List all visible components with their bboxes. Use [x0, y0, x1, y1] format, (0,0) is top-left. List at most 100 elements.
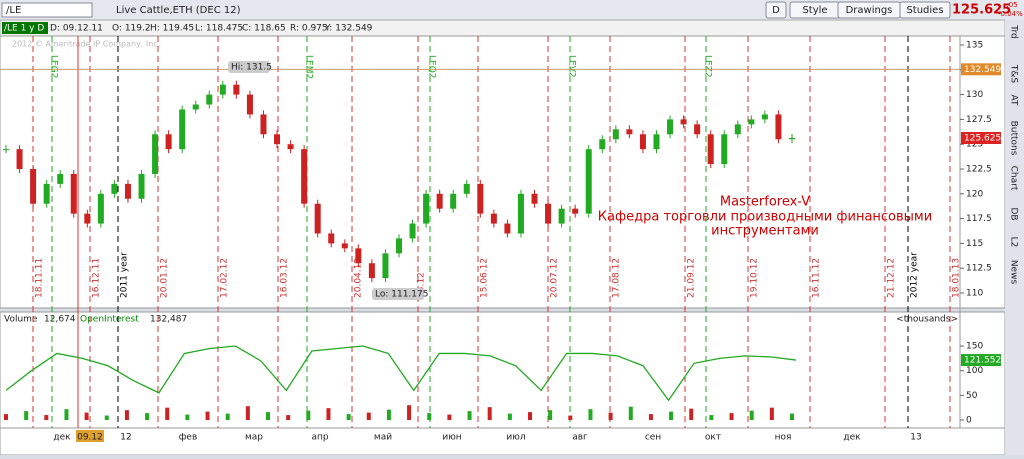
candle: [504, 223, 511, 234]
candle: [341, 243, 348, 249]
y-tick-label: 100: [966, 366, 983, 376]
y-tick-label: 130: [966, 90, 983, 100]
lower-panel: [0, 311, 1006, 429]
side-tab[interactable]: News: [1009, 260, 1019, 285]
toolbar-button-label[interactable]: Studies: [906, 5, 943, 16]
candle: [612, 129, 619, 140]
volume-bar: [628, 406, 633, 420]
candle: [287, 144, 294, 150]
contract-label: LEV2: [567, 55, 577, 78]
x-tick-label: дек: [53, 433, 71, 443]
volume-bar: [4, 414, 8, 420]
toolbar-button-label[interactable]: Style: [802, 5, 827, 16]
candle: [70, 173, 77, 214]
volume-bar: [266, 412, 270, 420]
x-tick-label: 13: [910, 433, 921, 443]
volume-bar: [588, 409, 593, 420]
candle: [450, 193, 457, 209]
candle: [775, 114, 782, 140]
candle: [707, 134, 714, 165]
date-label: 21.12.12: [887, 258, 897, 298]
lo-box: [372, 288, 424, 300]
side-tab[interactable]: L2: [1009, 237, 1019, 248]
volume-bar: [447, 414, 452, 420]
side-tab[interactable]: Trd: [1009, 24, 1019, 38]
candle: [382, 253, 389, 279]
candle: [531, 193, 538, 204]
y-tick-label: 112.5: [966, 264, 992, 274]
side-tab[interactable]: Chart: [1009, 166, 1019, 191]
change-pct: -0.04%: [998, 10, 1023, 18]
volume-bar: [205, 411, 210, 420]
toolbar-button-label[interactable]: Drawings: [846, 5, 893, 16]
volume-bar: [709, 415, 714, 420]
candle: [314, 203, 321, 234]
candle: [734, 124, 741, 135]
volume-bar: [467, 411, 472, 420]
candle: [192, 104, 199, 110]
x-tick-label: мар: [245, 433, 263, 443]
date-label: 05.12: [417, 272, 427, 298]
toolbar-button[interactable]: [899, 1, 951, 19]
header-item: L: 118.475: [195, 24, 243, 34]
note: Masterforex-V: [720, 195, 810, 210]
volume-bar: [528, 412, 532, 420]
side-tab[interactable]: T&S: [1009, 64, 1019, 84]
candle: [599, 139, 606, 150]
candle: [517, 193, 524, 234]
candle: [97, 193, 104, 224]
side-tab[interactable]: Buttons: [1009, 121, 1019, 156]
last-box: [961, 132, 1001, 144]
volume-bar: [548, 410, 553, 420]
candle: [558, 208, 565, 224]
volume-bar: [225, 413, 230, 420]
volume-bar: [366, 412, 371, 420]
symbol-box[interactable]: [1, 2, 93, 18]
volume-bar: [306, 410, 311, 420]
period-box: [2, 22, 48, 34]
y-tick-label: 135: [966, 41, 983, 51]
symbol[interactable]: /LE: [6, 5, 21, 16]
toolbar-button[interactable]: [765, 1, 787, 19]
candle: [260, 114, 267, 135]
volume-bar: [407, 405, 412, 420]
side-bar: [1005, 20, 1024, 455]
candle: [572, 208, 579, 214]
cursor-box: [76, 430, 104, 442]
volume-bar: [507, 413, 512, 420]
contract-label: LEM2: [304, 55, 314, 79]
candle: [423, 193, 430, 224]
candle: [436, 193, 443, 209]
volume-bar: [185, 414, 190, 420]
copyright: 2012 © Ameritrade IP Company, Inc.: [12, 40, 160, 49]
side-tab[interactable]: DB: [1009, 207, 1019, 220]
header-item: H: 119.45: [150, 24, 194, 34]
side-tab[interactable]: AT: [1009, 95, 1019, 106]
candle: [246, 94, 253, 115]
volume-bar: [245, 406, 250, 420]
volume-label: Volume: [4, 315, 38, 325]
header-item: D: 09.12.11: [50, 24, 103, 34]
x-tick-label: 12: [120, 433, 131, 443]
x-tick-label: 09.12: [77, 433, 103, 443]
x-tick-label: ноя: [775, 433, 792, 443]
candle: [3, 149, 9, 151]
y-tick-label: 110: [966, 289, 983, 299]
x-tick-label: фев: [179, 433, 198, 443]
price-panel: [0, 35, 1006, 309]
header-item: Y: 132.549: [324, 24, 373, 34]
oi-marker-label: 121.552: [964, 356, 1001, 366]
toolbar-button-label[interactable]: D: [772, 5, 780, 16]
header-item: R: 0.975: [290, 24, 328, 34]
candle: [219, 84, 226, 95]
last-label: 125.625: [964, 134, 1001, 144]
date-label: 16.11.12: [812, 258, 822, 298]
volume-bar: [487, 407, 492, 420]
candle: [233, 84, 240, 95]
candle: [16, 149, 23, 169]
volume-bar: [608, 412, 613, 420]
y-marker-box: [961, 63, 1001, 76]
x-tick-label: авг: [572, 433, 588, 443]
volume-bar: [769, 407, 774, 420]
x-tick-label: окт: [705, 433, 721, 443]
